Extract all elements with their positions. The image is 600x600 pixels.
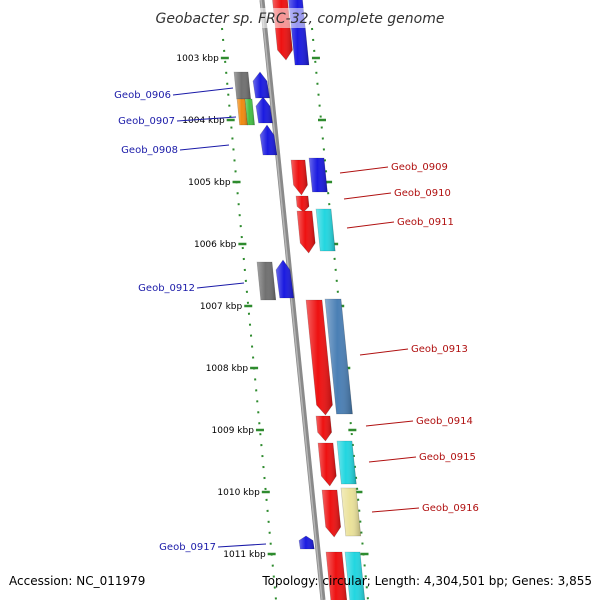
leader-line <box>172 87 234 96</box>
tick: 1011 kbp <box>223 550 369 560</box>
gene-label-text[interactable]: Geob_0912 <box>138 283 195 294</box>
gene-label-text[interactable]: Geob_0911 <box>397 217 454 228</box>
tick-label: 1009 kbp <box>212 426 255 436</box>
tick-label: 1005 kbp <box>188 178 231 188</box>
tick: 1010 kbp <box>217 488 363 498</box>
tick-label: 1007 kbp <box>200 302 243 312</box>
gene-label[interactable]: Geob_0911 <box>346 217 454 229</box>
tick-label: 1010 kbp <box>217 488 260 498</box>
gene-label[interactable]: Geob_0915 <box>368 452 476 463</box>
gene-label[interactable]: Geob_0912 <box>138 282 245 294</box>
leader-line <box>346 221 395 229</box>
feature-khaki-0916 <box>340 487 362 537</box>
tick-label: 1006 kbp <box>194 240 237 250</box>
gene-label-text[interactable]: Geob_0910 <box>394 188 451 199</box>
feature-green-0907 <box>244 98 255 126</box>
feature-blue-0906 <box>252 71 270 99</box>
gene-label-text[interactable]: Geob_0908 <box>121 145 178 156</box>
feature-cyan-0911 <box>315 208 336 252</box>
leader-line <box>217 543 267 548</box>
leader-line <box>339 166 389 174</box>
genome-backbone <box>259 0 326 600</box>
leader-line <box>365 420 414 427</box>
feature-cyan-0915 <box>336 440 357 485</box>
feature-red-0911 <box>296 210 316 254</box>
feature-grey-0906 <box>233 71 252 100</box>
gene-label[interactable]: Geob_0910 <box>343 188 451 200</box>
tick: 1006 kbp <box>194 240 339 250</box>
leader-line <box>343 192 392 200</box>
topology-text: Topology: circular; Length: 4,304,501 bp… <box>262 574 592 588</box>
feature-blue-0908 <box>259 124 278 156</box>
tick: 1004 kbp <box>182 116 327 126</box>
feature-blue-0907 <box>255 96 273 124</box>
gene-label-text[interactable]: Geob_0914 <box>416 416 473 427</box>
gene-label[interactable]: Geob_0914 <box>365 416 473 427</box>
leader-line <box>179 144 230 151</box>
tick: 1003 kbp <box>176 54 320 64</box>
leader-line <box>359 348 409 356</box>
gene-label[interactable]: Geob_0917 <box>159 542 267 553</box>
feature-steel-0913 <box>324 298 353 415</box>
gene-label-text[interactable]: Geob_0907 <box>118 116 175 127</box>
title-band <box>150 8 450 28</box>
tick: 1009 kbp <box>212 426 357 436</box>
feature-blue-0909 <box>308 157 328 193</box>
tick-label: 1003 kbp <box>176 54 219 64</box>
map-title: Geobacter sp. FRC-32, complete genome <box>156 11 445 27</box>
feature-red-0914 <box>315 415 332 442</box>
feature-red-0909 <box>290 159 308 196</box>
gene-label[interactable]: Geob_0913 <box>359 344 468 356</box>
gene-label[interactable]: Geob_0916 <box>371 503 479 514</box>
feature-blue-0912 <box>275 259 295 299</box>
gene-label[interactable]: Geob_0909 <box>339 162 448 174</box>
leader-line <box>176 116 237 122</box>
accession-text: Accession: NC_011979 <box>9 574 146 588</box>
tick-label: 1011 kbp <box>223 550 266 560</box>
feature-red-0910 <box>295 195 310 213</box>
tick-label: 1004 kbp <box>182 116 225 126</box>
feature-red-0913 <box>305 299 333 416</box>
tick-label: 1008 kbp <box>206 364 249 374</box>
left-ruler-track <box>221 27 277 600</box>
genome-backbone-highlight <box>260 0 323 600</box>
tick: 1005 kbp <box>188 178 333 188</box>
feature-layer <box>233 0 366 600</box>
gene-label-text[interactable]: Geob_0917 <box>159 542 216 553</box>
leader-line <box>371 507 420 513</box>
gene-label[interactable]: Geob_0906 <box>114 87 234 101</box>
feature-red-0916 <box>321 489 342 538</box>
gene-label-text[interactable]: Geob_0906 <box>114 90 171 101</box>
gene-label-text[interactable]: Geob_0915 <box>419 452 476 463</box>
gene-label-layer: Geob_0906 Geob_0907 Geob_0908 Geob_0912 Geob… <box>114 87 479 553</box>
gene-label-text[interactable]: Geob_0916 <box>422 503 479 514</box>
leader-line <box>368 456 417 463</box>
feature-red-bottom <box>325 551 348 600</box>
feature-red-0915 <box>317 442 337 487</box>
feature-cyan-bottom <box>344 551 366 600</box>
leader-line <box>196 282 245 289</box>
gene-label[interactable]: Geob_0908 <box>121 144 230 156</box>
gene-label[interactable]: Geob_0907 <box>118 116 237 127</box>
feature-grey-0912 <box>256 261 277 301</box>
gene-label-text[interactable]: Geob_0909 <box>391 162 448 173</box>
feature-blue-0917 <box>298 535 315 550</box>
gene-label-text[interactable]: Geob_0913 <box>411 344 468 355</box>
